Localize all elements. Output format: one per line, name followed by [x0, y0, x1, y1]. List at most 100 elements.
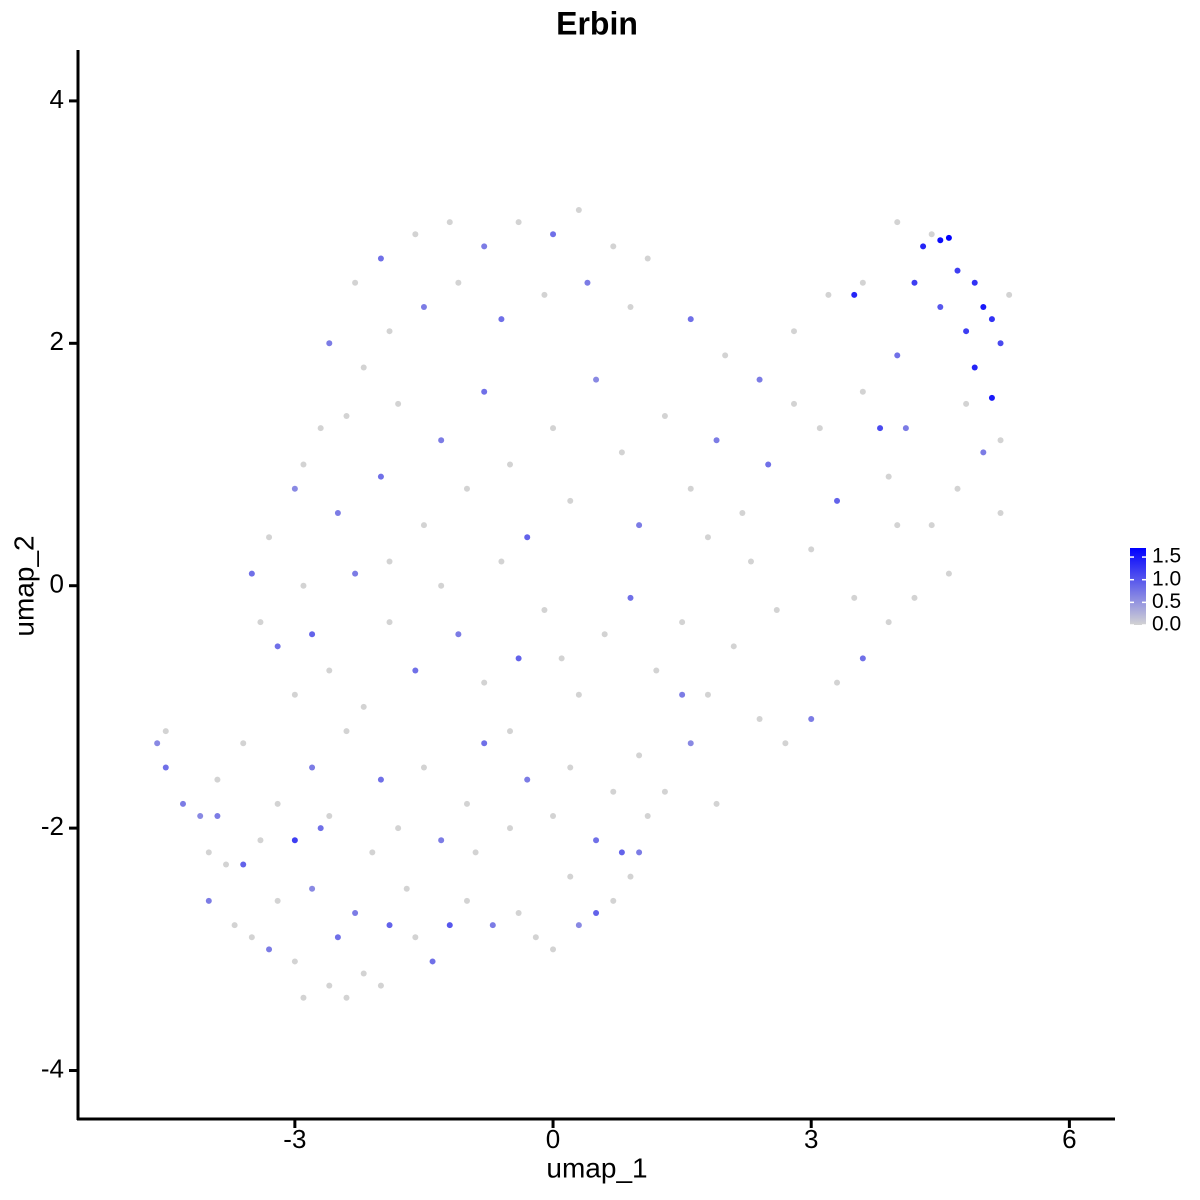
point [661, 788, 668, 795]
point [679, 691, 686, 698]
point [420, 522, 427, 529]
x-axis-label: umap_1 [546, 1152, 647, 1183]
point [420, 303, 427, 310]
point [274, 643, 281, 650]
point [636, 752, 643, 759]
point [300, 461, 307, 468]
y-tick-label: -2 [41, 811, 64, 841]
point [885, 473, 892, 480]
point [550, 946, 557, 953]
point [524, 534, 531, 541]
point [377, 982, 384, 989]
point [481, 243, 488, 250]
point [266, 534, 273, 541]
point [515, 655, 522, 662]
point [894, 522, 901, 529]
point [928, 522, 935, 529]
point [713, 800, 720, 807]
point [834, 679, 841, 686]
point [791, 400, 798, 407]
point [386, 619, 393, 626]
point [550, 425, 557, 432]
point [240, 861, 247, 868]
point [343, 728, 350, 735]
point [567, 764, 574, 771]
point [567, 873, 574, 880]
point [489, 922, 496, 929]
point [343, 413, 350, 420]
point [550, 231, 557, 238]
point [963, 400, 970, 407]
point [988, 394, 995, 401]
point [636, 522, 643, 529]
point [877, 425, 884, 432]
point [352, 570, 359, 577]
point [257, 837, 264, 844]
point [541, 291, 548, 298]
point [291, 958, 298, 965]
point [300, 994, 307, 1001]
point [463, 897, 470, 904]
x-tick-label: 0 [546, 1124, 560, 1154]
point [214, 776, 221, 783]
legend-tick-label: 0.5 [1152, 590, 1181, 613]
point [240, 740, 247, 747]
y-axis-label: umap_2 [8, 535, 39, 636]
point [291, 485, 298, 492]
point [791, 328, 798, 335]
point [661, 413, 668, 420]
point [593, 909, 600, 916]
y-tick-label: -4 [41, 1053, 64, 1083]
point [334, 509, 341, 516]
point [894, 219, 901, 226]
point [377, 776, 384, 783]
point [162, 728, 169, 735]
point [894, 352, 901, 359]
point [765, 461, 772, 468]
point [627, 594, 634, 601]
point [352, 279, 359, 286]
y-tick-label: 0 [50, 569, 64, 599]
point [1006, 291, 1013, 298]
point [601, 631, 608, 638]
point [593, 376, 600, 383]
point [997, 509, 1004, 516]
point [825, 291, 832, 298]
y-tick-label: 2 [50, 326, 64, 356]
point [851, 594, 858, 601]
point [653, 667, 660, 674]
point [971, 279, 978, 286]
point [317, 825, 324, 832]
point [980, 303, 987, 310]
legend-tick-label: 1.0 [1152, 567, 1181, 590]
point [300, 582, 307, 589]
point [291, 837, 298, 844]
chart-title: Erbin [556, 5, 638, 41]
point [911, 279, 918, 286]
point [550, 812, 557, 819]
color-bar [1130, 548, 1146, 625]
y-tick-label: 4 [50, 84, 64, 114]
point [687, 485, 694, 492]
point [851, 291, 858, 298]
point [558, 655, 565, 662]
point [377, 473, 384, 480]
point [386, 558, 393, 565]
point [610, 788, 617, 795]
point [334, 934, 341, 941]
point [756, 376, 763, 383]
point [937, 237, 944, 244]
point [438, 437, 445, 444]
point [429, 958, 436, 965]
point [248, 570, 255, 577]
point [687, 740, 694, 747]
point [584, 279, 591, 286]
point [481, 388, 488, 395]
point [386, 922, 393, 929]
point [524, 776, 531, 783]
point [455, 279, 462, 286]
point [343, 994, 350, 1001]
legend-tick-label: 1.5 [1152, 545, 1181, 568]
point [403, 885, 410, 892]
point [575, 922, 582, 929]
